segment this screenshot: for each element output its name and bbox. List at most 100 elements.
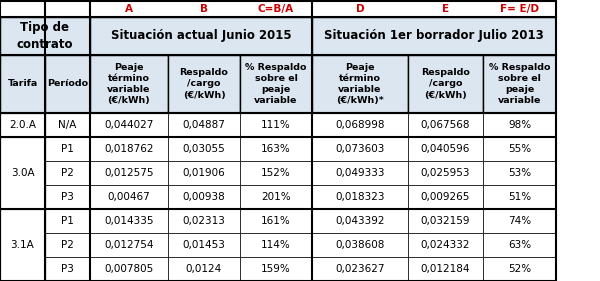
- Text: 161%: 161%: [261, 216, 291, 226]
- Text: 0,01906: 0,01906: [182, 168, 226, 178]
- Text: 0,014335: 0,014335: [104, 216, 154, 226]
- Bar: [45, 55, 90, 113]
- Text: 163%: 163%: [261, 144, 291, 154]
- Text: P1: P1: [61, 144, 74, 154]
- Text: P3: P3: [61, 264, 74, 274]
- Text: 0,043392: 0,043392: [335, 216, 385, 226]
- Bar: [483, 137, 556, 161]
- Bar: [0, 55, 45, 113]
- Bar: [90, 257, 168, 281]
- Bar: [483, 209, 556, 233]
- Bar: [90, 113, 168, 137]
- Text: 0,025953: 0,025953: [421, 168, 470, 178]
- Text: Período: Período: [47, 80, 88, 89]
- Bar: [312, 17, 556, 55]
- Text: Peaje
término
variable
(€/kWh): Peaje término variable (€/kWh): [107, 63, 151, 105]
- Text: F= E/D: F= E/D: [500, 4, 539, 14]
- Bar: [0, 17, 90, 55]
- Text: Respaldo
/cargo
(€/kWh): Respaldo /cargo (€/kWh): [179, 68, 229, 99]
- Bar: [240, 55, 312, 113]
- Bar: [45, 161, 90, 185]
- Text: N/A: N/A: [58, 120, 77, 130]
- Text: 111%: 111%: [261, 120, 291, 130]
- Text: Situación 1er borrador Julio 2013: Situación 1er borrador Julio 2013: [324, 30, 544, 42]
- Text: 3.0A: 3.0A: [11, 168, 34, 178]
- Text: 0,012184: 0,012184: [421, 264, 470, 274]
- Bar: [408, 113, 483, 137]
- Text: 0,038608: 0,038608: [335, 240, 385, 250]
- Bar: [45, 257, 90, 281]
- Text: P3: P3: [61, 192, 74, 202]
- Bar: [168, 209, 240, 233]
- Text: 0,040596: 0,040596: [421, 144, 470, 154]
- Bar: [312, 1, 408, 17]
- Text: 0,012575: 0,012575: [104, 168, 154, 178]
- Bar: [45, 233, 90, 257]
- Bar: [90, 137, 168, 161]
- Text: 0,044027: 0,044027: [104, 120, 154, 130]
- Bar: [240, 233, 312, 257]
- Text: 159%: 159%: [261, 264, 291, 274]
- Bar: [408, 161, 483, 185]
- Bar: [240, 1, 312, 17]
- Bar: [556, 0, 600, 281]
- Bar: [168, 185, 240, 209]
- Text: 0,03055: 0,03055: [182, 144, 226, 154]
- Text: P1: P1: [61, 216, 74, 226]
- Bar: [240, 209, 312, 233]
- Text: Tipo de
contrato: Tipo de contrato: [17, 22, 73, 51]
- Text: 0,00938: 0,00938: [182, 192, 226, 202]
- Bar: [0, 257, 45, 281]
- Text: 0,018762: 0,018762: [104, 144, 154, 154]
- Bar: [168, 113, 240, 137]
- Bar: [168, 161, 240, 185]
- Bar: [90, 185, 168, 209]
- Bar: [312, 113, 408, 137]
- Text: 52%: 52%: [508, 264, 531, 274]
- Bar: [0, 137, 45, 161]
- Text: 3.1A: 3.1A: [11, 240, 34, 250]
- Bar: [312, 257, 408, 281]
- Text: 98%: 98%: [508, 120, 531, 130]
- Bar: [0, 113, 45, 137]
- Text: 0,018323: 0,018323: [335, 192, 385, 202]
- Text: 152%: 152%: [261, 168, 291, 178]
- Bar: [408, 137, 483, 161]
- Text: % Respaldo
sobre el
peaje
variable: % Respaldo sobre el peaje variable: [245, 63, 307, 105]
- Bar: [0, 233, 45, 257]
- Text: 114%: 114%: [261, 240, 291, 250]
- Bar: [483, 233, 556, 257]
- Bar: [0, 209, 45, 281]
- Bar: [408, 257, 483, 281]
- Text: 0,049333: 0,049333: [335, 168, 385, 178]
- Text: 0,023627: 0,023627: [335, 264, 385, 274]
- Bar: [168, 55, 240, 113]
- Bar: [240, 257, 312, 281]
- Bar: [312, 55, 408, 113]
- Bar: [312, 161, 408, 185]
- Text: 0,04887: 0,04887: [182, 120, 226, 130]
- Text: 0,073603: 0,073603: [335, 144, 385, 154]
- Bar: [240, 137, 312, 161]
- Bar: [312, 185, 408, 209]
- Bar: [0, 113, 45, 137]
- Bar: [90, 209, 168, 233]
- Text: 55%: 55%: [508, 144, 531, 154]
- Bar: [483, 55, 556, 113]
- Text: Situación actual Junio 2015: Situación actual Junio 2015: [110, 30, 292, 42]
- Text: E: E: [442, 4, 449, 14]
- Text: 51%: 51%: [508, 192, 531, 202]
- Bar: [45, 1, 90, 17]
- Text: % Respaldo
sobre el
peaje
variable: % Respaldo sobre el peaje variable: [489, 63, 550, 105]
- Text: 0,00467: 0,00467: [107, 192, 151, 202]
- Text: 2.0.A: 2.0.A: [9, 120, 36, 130]
- Bar: [408, 185, 483, 209]
- Text: P2: P2: [61, 168, 74, 178]
- Bar: [0, 137, 45, 209]
- Bar: [483, 161, 556, 185]
- Bar: [90, 233, 168, 257]
- Bar: [240, 113, 312, 137]
- Bar: [168, 137, 240, 161]
- Bar: [483, 1, 556, 17]
- Text: 53%: 53%: [508, 168, 531, 178]
